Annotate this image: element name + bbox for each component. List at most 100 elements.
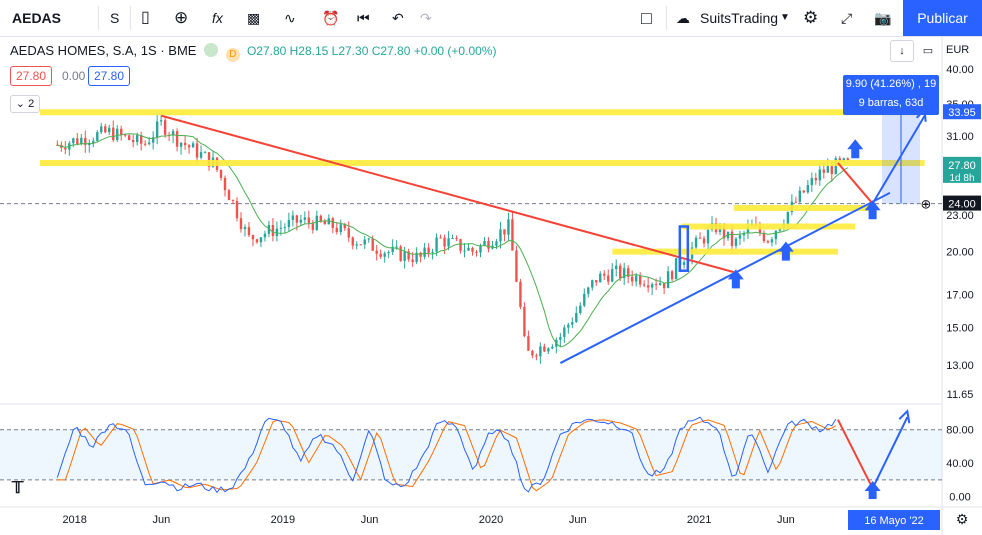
symbol-name[interactable]: AEDAS HOMES, S.A xyxy=(10,43,134,58)
arrow-down-icon[interactable]: ↓ xyxy=(890,40,914,62)
price-tick-label: 20.00 xyxy=(946,247,974,259)
candle-body xyxy=(658,283,662,286)
candle-body xyxy=(291,215,295,220)
chevron-down-icon[interactable]: ▼ xyxy=(780,12,790,23)
candle-body xyxy=(499,229,502,242)
undo-icon[interactable]: ↶ xyxy=(392,10,404,26)
templates-icon[interactable]: ▩ xyxy=(247,10,261,26)
candle-body xyxy=(467,247,470,251)
candle-body xyxy=(399,246,402,261)
candle-body xyxy=(563,327,566,337)
candle-body xyxy=(243,227,247,230)
price-badge xyxy=(943,156,981,183)
candle-body xyxy=(830,166,833,175)
candle-body xyxy=(603,273,606,276)
candle-body xyxy=(199,152,203,158)
candle-body xyxy=(802,190,806,193)
arrow-up-icon xyxy=(777,241,794,261)
candle-body xyxy=(128,135,131,141)
chevron-icon: ⌄ xyxy=(15,98,26,110)
market-status-icon xyxy=(204,43,219,57)
candles-icon[interactable]: ▯ xyxy=(141,9,150,26)
buy-price[interactable]: 27.80 xyxy=(88,66,131,86)
candle-body xyxy=(722,225,726,239)
candle-body xyxy=(762,233,766,242)
price-badge-label: 33.95 xyxy=(948,107,976,119)
candle-body xyxy=(551,346,554,349)
time-tick-label: 2019 xyxy=(271,514,295,526)
candle-body xyxy=(682,262,686,265)
candle-body xyxy=(746,225,750,234)
price-tick-label: 15.00 xyxy=(946,322,974,334)
candle-body xyxy=(798,190,802,202)
ohlc-values: O27.80 H28.15 L27.30 C27.80 +0.00 (+0.00… xyxy=(246,44,497,58)
candle-body xyxy=(503,229,506,235)
compare-add-icon[interactable]: ⊕ xyxy=(174,8,189,27)
breakout-box xyxy=(678,225,690,272)
candle-body xyxy=(315,215,319,230)
price-tick-label: 40.00 xyxy=(946,64,974,76)
candle-body xyxy=(591,280,594,288)
candle-body xyxy=(287,219,291,228)
candle-body xyxy=(694,237,698,248)
fullscreen-icon[interactable]: ⤢ xyxy=(841,10,853,26)
layout-icon[interactable]: □ xyxy=(641,8,652,28)
replay-icon[interactable]: ⏮ xyxy=(357,10,370,26)
candle-body xyxy=(371,238,374,251)
redo-icon[interactable]: ↷ xyxy=(420,10,432,26)
gear-icon[interactable]: ⚙ xyxy=(803,8,819,27)
candle-body xyxy=(403,251,406,261)
candle-body xyxy=(279,227,283,229)
arrow-up-icon xyxy=(847,139,864,159)
price-tick-label: 13.00 xyxy=(946,360,974,372)
candle-body xyxy=(806,185,810,193)
candle-body xyxy=(120,128,123,135)
candle-body xyxy=(415,252,418,262)
stochastic-d-line xyxy=(57,419,837,492)
candle-body xyxy=(255,239,259,243)
time-tick-label: Jun xyxy=(777,514,795,526)
indicators-icon[interactable]: fx xyxy=(212,10,223,26)
price-badge-sub: 1d 8h xyxy=(949,173,974,184)
candle-body xyxy=(307,217,311,223)
arrow-up-icon xyxy=(727,269,744,289)
trendline xyxy=(559,191,891,364)
stochastic-tick-label: 80.00 xyxy=(946,425,974,437)
camera-icon[interactable]: 📷 xyxy=(874,10,892,26)
publish-button[interactable]: Publicar xyxy=(903,0,982,36)
candle-body xyxy=(423,247,426,257)
candle-body xyxy=(766,241,770,243)
alert-icon[interactable]: ⏰ xyxy=(322,10,340,26)
interval-button[interactable]: S xyxy=(110,10,120,26)
candle-body xyxy=(84,137,87,146)
candle-body xyxy=(846,158,849,161)
candle-body xyxy=(203,152,207,154)
candle-body xyxy=(547,348,550,352)
candle-body xyxy=(271,225,275,237)
candle-body xyxy=(662,283,666,289)
candle-body xyxy=(523,306,526,337)
candle-body xyxy=(96,132,99,141)
candle-body xyxy=(283,227,287,229)
candle-body xyxy=(774,230,778,240)
candle-body xyxy=(351,237,354,246)
price-tick-label: 23.00 xyxy=(946,210,974,222)
symbol-search[interactable]: AEDAS xyxy=(12,10,62,26)
indicators-collapse[interactable]: ⌄ 2 xyxy=(10,95,40,113)
candle-body xyxy=(535,355,538,357)
maximize-icon[interactable]: ▭ xyxy=(916,40,940,62)
candle-body xyxy=(124,134,127,136)
candle-body xyxy=(247,227,251,236)
candle-body xyxy=(104,126,107,133)
candle-body xyxy=(435,237,438,252)
alert-chart-icon[interactable]: ∿ xyxy=(284,10,296,26)
sell-price[interactable]: 27.80 xyxy=(10,66,53,86)
account-name[interactable]: SuitsTrading xyxy=(700,10,779,26)
candle-body xyxy=(143,143,147,145)
candle-body xyxy=(375,250,378,254)
candle-body xyxy=(64,147,67,150)
currency-select[interactable]: EUR xyxy=(946,44,970,56)
candle-body xyxy=(139,135,143,144)
candle-body xyxy=(814,178,818,181)
